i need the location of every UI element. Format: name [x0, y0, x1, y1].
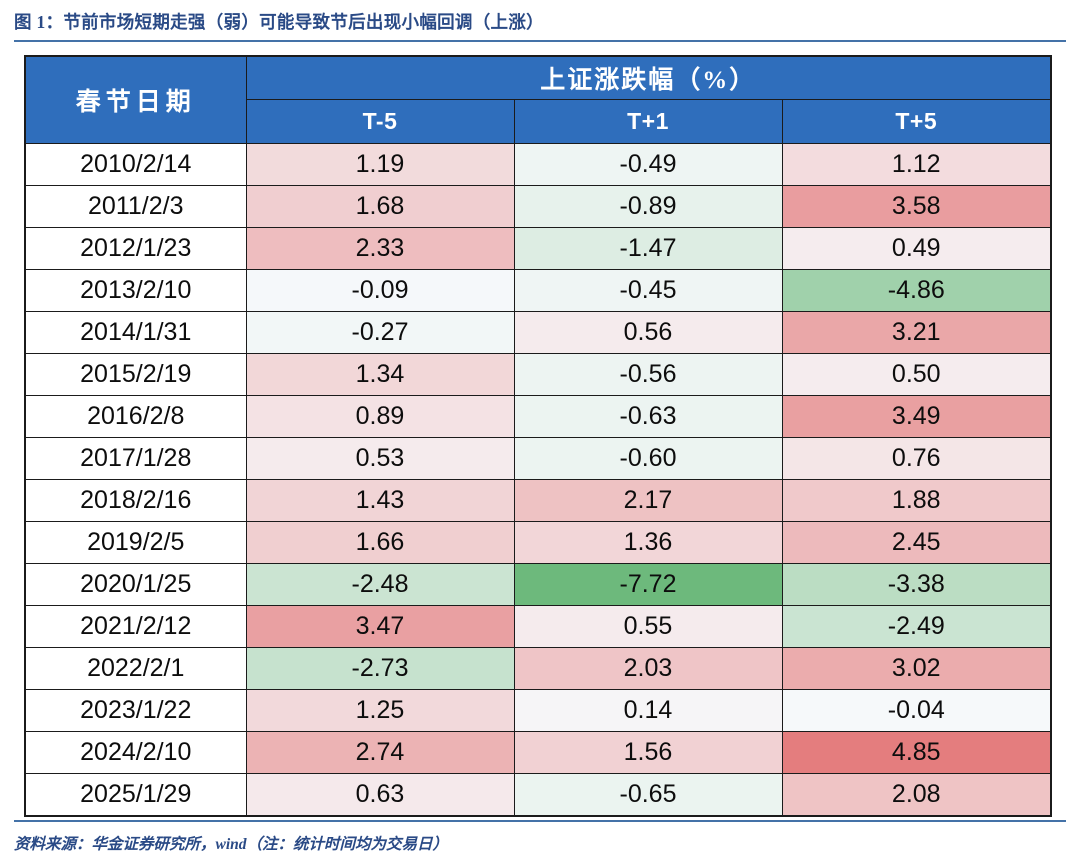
cell-t-minus-5: 1.34 [245, 353, 515, 396]
cell-t-plus-1: -0.49 [513, 143, 783, 186]
cell-t-minus-5: 1.68 [245, 185, 515, 228]
table-row: 2020/1/25 -2.48 -7.72 -3.38 [24, 563, 1052, 606]
table-row: 2018/2/16 1.43 2.17 1.88 [24, 479, 1052, 522]
cell-t-minus-5: 3.47 [245, 605, 515, 648]
cell-t-plus-1: 0.14 [513, 689, 783, 732]
cell-t-plus-1: 1.56 [513, 731, 783, 774]
table-container: 春节日期 上证涨跌幅（%） T-5 T+1 T+5 2010/2/14 1.19-… [24, 55, 1053, 817]
table-row: 2021/2/12 3.47 0.55 -2.49 [24, 605, 1052, 648]
cell-date: 2022/2/1 [24, 647, 247, 690]
cell-t-plus-5: 0.76 [781, 437, 1052, 480]
footer-divider [14, 820, 1066, 822]
cell-t-minus-5: 1.25 [245, 689, 515, 732]
cell-t-plus-5: 0.50 [781, 353, 1052, 396]
cell-t-plus-5: -2.49 [781, 605, 1052, 648]
cell-t-plus-5: -0.04 [781, 689, 1052, 732]
table-head: 春节日期 上证涨跌幅（%） T-5 T+1 T+5 [24, 55, 1052, 144]
cell-date: 2018/2/16 [24, 479, 247, 522]
column-header-t-plus-1: T+1 [513, 99, 783, 144]
table-row: 2015/2/19 1.34 -0.56 0.50 [24, 353, 1052, 396]
table-row: 2011/2/3 1.68 -0.89 3.58 [24, 185, 1052, 228]
table-row: 2023/1/22 1.25 0.14 -0.04 [24, 689, 1052, 732]
cell-date: 2015/2/19 [24, 353, 247, 396]
cell-t-plus-5: 1.88 [781, 479, 1052, 522]
table-row: 2012/1/23 2.33 -1.47 0.49 [24, 227, 1052, 270]
cell-t-plus-5: 4.85 [781, 731, 1052, 774]
cell-t-minus-5: 1.19 [245, 143, 515, 186]
cell-t-plus-5: -4.86 [781, 269, 1052, 312]
cell-date: 2017/1/28 [24, 437, 247, 480]
column-header-t-minus-5: T-5 [245, 99, 515, 144]
cell-t-minus-5: 0.89 [245, 395, 515, 438]
cell-date: 2019/2/5 [24, 521, 247, 564]
cell-t-plus-1: -0.45 [513, 269, 783, 312]
column-header-group-return: 上证涨跌幅（%） [245, 55, 1052, 100]
cell-date: 2013/2/10 [24, 269, 247, 312]
cell-t-plus-1: -0.56 [513, 353, 783, 396]
cell-t-plus-1: -1.47 [513, 227, 783, 270]
cell-date: 2021/2/12 [24, 605, 247, 648]
cell-t-plus-5: 2.45 [781, 521, 1052, 564]
cell-t-minus-5: 0.63 [245, 773, 515, 817]
cell-t-plus-1: 2.17 [513, 479, 783, 522]
cell-t-minus-5: -2.73 [245, 647, 515, 690]
cell-t-plus-5: 3.21 [781, 311, 1052, 354]
cell-t-plus-5: 1.12 [781, 143, 1052, 186]
title-divider [14, 40, 1066, 42]
cell-t-minus-5: 2.74 [245, 731, 515, 774]
cell-t-minus-5: 1.66 [245, 521, 515, 564]
cell-t-minus-5: -0.27 [245, 311, 515, 354]
column-header-date: 春节日期 [24, 55, 247, 144]
cell-t-minus-5: -0.09 [245, 269, 515, 312]
cell-date: 2023/1/22 [24, 689, 247, 732]
cell-date: 2020/1/25 [24, 563, 247, 606]
cell-t-plus-5: 3.58 [781, 185, 1052, 228]
table-body: 2010/2/14 1.19 -0.49 1.12 2011/2/3 1.68 -0.89 3… [24, 143, 1052, 817]
cell-t-plus-1: -0.65 [513, 773, 783, 817]
cell-t-minus-5: -2.48 [245, 563, 515, 606]
cell-t-plus-1: -7.72 [513, 563, 783, 606]
page-title: 图 1：节前市场短期走强（弱）可能导致节后出现小幅回调（上涨） [14, 12, 544, 32]
table-row: 2019/2/5 1.66 1.36 2.45 [24, 521, 1052, 564]
cell-t-plus-1: 0.55 [513, 605, 783, 648]
cell-date: 2014/1/31 [24, 311, 247, 354]
cell-t-plus-1: -0.60 [513, 437, 783, 480]
cell-t-plus-5: 3.49 [781, 395, 1052, 438]
spring-festival-returns-table: 春节日期 上证涨跌幅（%） T-5 T+1 T+5 2010/2/14 1.19-… [24, 55, 1053, 817]
table-row: 2025/1/29 0.63 -0.65 2.08 [24, 773, 1052, 817]
source-note: 资料来源：华金证券研究所，wind（注：统计时间均为交易日） [14, 836, 449, 853]
cell-t-plus-1: -0.63 [513, 395, 783, 438]
cell-date: 2012/1/23 [24, 227, 247, 270]
cell-date: 2025/1/29 [24, 773, 247, 817]
cell-t-plus-1: 1.36 [513, 521, 783, 564]
table-row: 2013/2/10 -0.09 -0.45 -4.86 [24, 269, 1052, 312]
table-row: 2022/2/1 -2.73 2.03 3.02 [24, 647, 1052, 690]
cell-t-plus-1: 0.56 [513, 311, 783, 354]
table-row: 2024/2/10 2.74 1.56 4.85 [24, 731, 1052, 774]
table-header-row-1: 春节日期 上证涨跌幅（%） [24, 55, 1052, 144]
cell-t-plus-5: 2.08 [781, 773, 1052, 817]
cell-t-plus-1: 2.03 [513, 647, 783, 690]
cell-date: 2024/2/10 [24, 731, 247, 774]
cell-t-minus-5: 2.33 [245, 227, 515, 270]
column-header-t-plus-5: T+5 [781, 99, 1052, 144]
cell-t-minus-5: 1.43 [245, 479, 515, 522]
table-header-row-2: T-5 T+1 T+5 [25, 99, 1052, 144]
cell-t-plus-5: 0.49 [781, 227, 1052, 270]
table-row: 2010/2/14 1.19 -0.49 1.12 [24, 143, 1052, 186]
cell-t-plus-5: 3.02 [781, 647, 1052, 690]
cell-t-plus-1: -0.89 [513, 185, 783, 228]
cell-t-plus-5: -3.38 [781, 563, 1052, 606]
cell-date: 2011/2/3 [24, 185, 247, 228]
table-row: 2017/1/28 0.53 -0.60 0.76 [24, 437, 1052, 480]
table-row: 2014/1/31 -0.27 0.56 3.21 [24, 311, 1052, 354]
cell-date: 2010/2/14 [24, 143, 247, 186]
table-row: 2016/2/8 0.89 -0.63 3.49 [24, 395, 1052, 438]
cell-t-minus-5: 0.53 [245, 437, 515, 480]
cell-date: 2016/2/8 [24, 395, 247, 438]
